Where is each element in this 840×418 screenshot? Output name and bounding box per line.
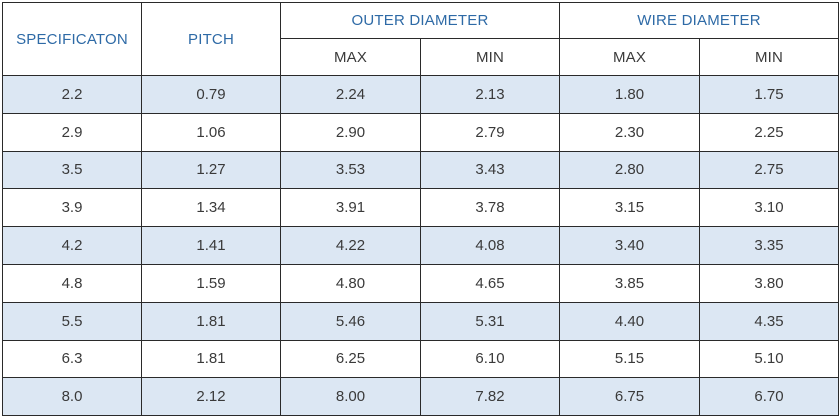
cell-pitch: 2.12 (141, 377, 281, 417)
cell-wire-max: 6.75 (559, 377, 701, 417)
cell-wire-min: 5.10 (699, 339, 840, 379)
cell-outer-max: 2.90 (280, 112, 421, 152)
cell-spec: 4.8 (2, 263, 142, 303)
cell-outer-max: 3.91 (280, 188, 421, 228)
cell-spec: 3.9 (2, 188, 142, 228)
cell-wire-max: 3.15 (559, 188, 701, 228)
header-wire-diameter: WIRE DIAMETER (559, 2, 840, 39)
cell-wire-min: 6.70 (699, 377, 840, 417)
table-body: 2.2 0.79 2.24 2.13 1.80 1.75 2.9 1.06 2.… (2, 75, 840, 417)
header-outer-min: MIN (419, 38, 561, 76)
cell-wire-max: 1.80 (559, 75, 701, 114)
table-row: 8.0 2.12 8.00 7.82 6.75 6.70 (2, 377, 840, 417)
cell-spec: 2.9 (2, 112, 142, 152)
cell-pitch: 1.59 (141, 263, 281, 303)
cell-wire-max: 2.80 (559, 150, 701, 190)
cell-spec: 4.2 (2, 226, 142, 265)
cell-spec: 6.3 (2, 339, 142, 379)
cell-wire-max: 3.40 (559, 226, 701, 265)
cell-outer-max: 5.46 (280, 301, 421, 341)
header-specification: SPECIFICATON (2, 2, 142, 76)
cell-spec: 3.5 (2, 150, 142, 190)
cell-pitch: 1.27 (141, 150, 281, 190)
header-pitch: PITCH (141, 2, 281, 76)
cell-outer-min: 3.43 (419, 150, 561, 190)
table-row: 4.2 1.41 4.22 4.08 3.40 3.35 (2, 226, 840, 265)
header-row-sub: MAX MIN MAX MIN (3, 38, 840, 76)
cell-wire-max: 4.40 (559, 301, 701, 341)
cell-outer-min: 5.31 (419, 301, 561, 341)
cell-outer-min: 2.13 (419, 75, 561, 114)
cell-outer-min: 2.79 (419, 112, 561, 152)
cell-wire-max: 2.30 (559, 112, 701, 152)
cell-outer-min: 7.82 (419, 377, 561, 417)
cell-wire-min: 3.10 (699, 188, 840, 228)
cell-wire-max: 3.85 (559, 263, 701, 303)
cell-wire-min: 1.75 (699, 75, 840, 114)
cell-spec: 2.2 (2, 75, 142, 114)
cell-outer-min: 6.10 (419, 339, 561, 379)
table-row: 4.8 1.59 4.80 4.65 3.85 3.80 (2, 263, 840, 303)
header-wire-max: MAX (559, 38, 701, 76)
table-row: 3.5 1.27 3.53 3.43 2.80 2.75 (2, 150, 840, 190)
cell-outer-max: 3.53 (280, 150, 421, 190)
table-row: 5.5 1.81 5.46 5.31 4.40 4.35 (2, 301, 840, 341)
table-row: 3.9 1.34 3.91 3.78 3.15 3.10 (2, 188, 840, 228)
cell-outer-max: 4.80 (280, 263, 421, 303)
cell-outer-max: 8.00 (280, 377, 421, 417)
cell-wire-max: 5.15 (559, 339, 701, 379)
cell-pitch: 0.79 (141, 75, 281, 114)
table-row: 6.3 1.81 6.25 6.10 5.15 5.10 (2, 339, 840, 379)
cell-wire-min: 4.35 (699, 301, 840, 341)
header-wire-min: MIN (699, 38, 840, 76)
cell-outer-max: 6.25 (280, 339, 421, 379)
cell-outer-max: 4.22 (280, 226, 421, 265)
cell-wire-min: 3.80 (699, 263, 840, 303)
cell-outer-min: 4.65 (419, 263, 561, 303)
cell-pitch: 1.34 (141, 188, 281, 228)
cell-outer-max: 2.24 (280, 75, 421, 114)
cell-outer-min: 3.78 (419, 188, 561, 228)
header-outer-diameter: OUTER DIAMETER (279, 2, 561, 39)
header-row-top: SPECIFICATON PITCH OUTER DIAMETER WIRE D… (2, 2, 840, 76)
cell-outer-min: 4.08 (419, 226, 561, 265)
cell-wire-min: 2.25 (699, 112, 840, 152)
table-row: 2.9 1.06 2.90 2.79 2.30 2.25 (2, 112, 840, 152)
cell-wire-min: 2.75 (699, 150, 840, 190)
cell-spec: 5.5 (2, 301, 142, 341)
cell-spec: 8.0 (2, 377, 142, 417)
header-outer-max: MAX (280, 38, 421, 76)
cell-pitch: 1.81 (141, 301, 281, 341)
table-header: SPECIFICATON PITCH OUTER DIAMETER WIRE D… (2, 2, 840, 76)
cell-wire-min: 3.35 (699, 226, 840, 265)
cell-pitch: 1.41 (141, 226, 281, 265)
cell-pitch: 1.06 (141, 112, 281, 152)
cell-pitch: 1.81 (141, 339, 281, 379)
table-row: 2.2 0.79 2.24 2.13 1.80 1.75 (2, 75, 840, 114)
